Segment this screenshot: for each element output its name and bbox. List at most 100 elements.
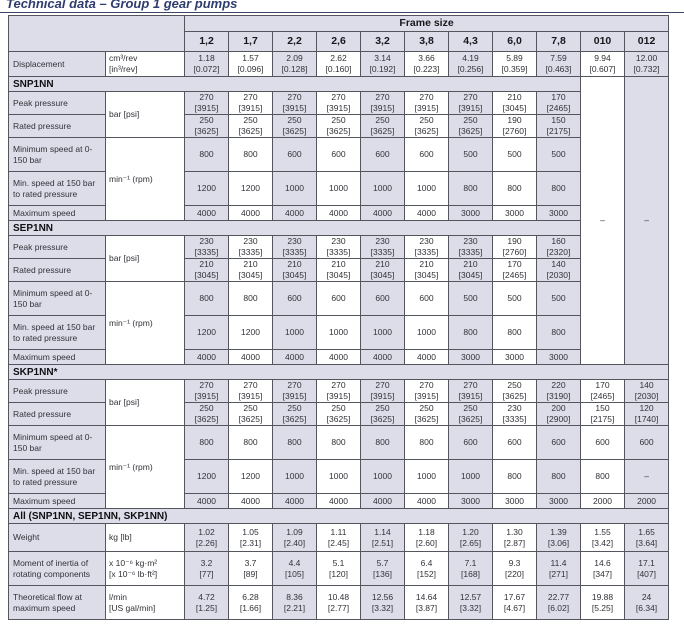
row-label-flow: Theoretical flow at maximum speed [8, 585, 106, 620]
value-cell: 1000 [316, 459, 361, 494]
column-header-cell: 010 [580, 31, 625, 52]
value-cell: 4000 [184, 205, 229, 221]
value-cell: 500 [448, 281, 493, 316]
row-skp-rated-pressure: Rated pressure 250 [3625] 250 [3625] 250 [362… [8, 402, 670, 426]
value-cell: 600 [316, 137, 361, 172]
value-cell: 250 [3625] [492, 379, 537, 403]
column-header-cell: 012 [623, 31, 670, 52]
row-skp-min-speed-low: Minimum speed at 0-150 bar min⁻¹ (rpm) 8… [8, 425, 670, 509]
value-cell: 3.14 [0.192] [360, 51, 405, 77]
na-cell-012: – [623, 76, 670, 365]
value-cell: 200 [2900] [536, 402, 581, 426]
value-cell: 6.4 [152] [404, 551, 449, 586]
value-cell: 4.4 [105] [272, 551, 317, 586]
value-cell: 1000 [360, 459, 405, 494]
value-cell: 120 [1740] [623, 402, 670, 426]
value-cell: 250 [3625] [228, 402, 273, 426]
value-cell: 800 [536, 171, 581, 206]
value-cell: 140 [2030] [623, 379, 670, 403]
value-cell: 230 [3335] [360, 235, 405, 259]
value-cell: 270 [3915] [272, 91, 317, 115]
value-cell: 600 [623, 425, 670, 460]
row-sep-max-speed: Maximum speed 4000 4000 4000 4000 4000 4000 30… [8, 349, 669, 365]
value-cell: 3000 [448, 205, 493, 221]
value-cell: 4000 [272, 493, 317, 509]
value-cell: 800 [360, 425, 405, 460]
value-cell: 250 [3625] [360, 114, 405, 138]
value-cell: 250 [3625] [184, 114, 229, 138]
value-cell: 210 [3045] [448, 258, 493, 282]
value-cell: 250 [3625] [404, 402, 449, 426]
unit-cell-pressure: bar [psi] [105, 379, 185, 426]
value-cell: 2.62 [0.160] [316, 51, 361, 77]
value-cell: 1000 [272, 171, 317, 206]
value-cell: 230 [3335] [448, 235, 493, 259]
section-band-skp1nn: SKP1NN* [7, 364, 670, 380]
value-cell: 270 [3915] [360, 91, 405, 115]
value-cell: 210 [3045] [184, 258, 229, 282]
section-band-sep1nn: SEP1NN [8, 220, 669, 236]
value-cell: 800 [404, 425, 449, 460]
row-theoretical-flow: Theoretical flow at maximum speed l/min … [8, 585, 670, 620]
value-cell: 1200 [184, 459, 229, 494]
row-snp-min-speed-low: Minimum speed at 0-150 bar min⁻¹ (rpm) 8… [8, 137, 669, 221]
value-cell: 270 [3915] [404, 379, 449, 403]
value-cell: 600 [360, 137, 405, 172]
value-cell: 5.7 [136] [360, 551, 405, 586]
value-cell: 1.55 [3.42] [580, 523, 625, 552]
value-cell: 800 [492, 315, 537, 350]
value-cell: 600 [316, 281, 361, 316]
value-cell: 800 [228, 281, 273, 316]
row-snp-peak-pressure: Peak pressure bar [psi] 270 [3915] 270 [391… [8, 91, 669, 138]
value-cell: 3000 [536, 205, 581, 221]
value-cell: 1.18 [2.60] [404, 523, 449, 552]
value-cell: 3.66 [0.223] [404, 51, 449, 77]
row-sep-peak-pressure: Peak pressure bar [psi] 230 [3335] 230 [333… [8, 235, 669, 282]
value-cell: 800 [316, 425, 361, 460]
row-label-peak-pressure: Peak pressure [8, 91, 106, 115]
value-cell: 500 [492, 137, 537, 172]
value-cell: 1.20 [2.65] [448, 523, 493, 552]
value-cell: 250 [3625] [404, 114, 449, 138]
value-cell: 140 [2030] [536, 258, 581, 282]
value-cell: 210 [3045] [316, 258, 361, 282]
frame-size-header: Frame size [183, 15, 670, 32]
value-cell: 7.59 [0.463] [536, 51, 581, 77]
value-cell: 230 [3335] [272, 235, 317, 259]
row-label-max-speed: Maximum speed [8, 493, 106, 509]
value-cell: 800 [228, 137, 273, 172]
value-cell: 3000 [448, 493, 493, 509]
value-cell: 230 [3335] [184, 235, 229, 259]
value-cell: 1.39 [3.06] [536, 523, 581, 552]
value-cell: 19.88 [5.25] [580, 585, 625, 620]
value-cell: 9.3 [220] [492, 551, 537, 586]
row-label-weight: Weight [8, 523, 106, 552]
value-cell: 24 [6.34] [623, 585, 670, 620]
value-cell: 230 [3335] [228, 235, 273, 259]
value-cell: 800 [184, 281, 229, 316]
value-cell: 230 [3335] [404, 235, 449, 259]
value-cell: 170 [2465] [536, 91, 581, 115]
value-cell: 600 [580, 425, 625, 460]
value-cell: 5.1 [120] [316, 551, 361, 586]
value-cell: 4000 [184, 493, 229, 509]
value-cell: 800 [492, 459, 537, 494]
unit-line: cm³/rev [109, 53, 138, 63]
value-cell: 4000 [360, 493, 405, 509]
column-header-cell: 1,7 [228, 31, 273, 52]
value-cell: 1000 [360, 171, 405, 206]
na-cell-010: – [580, 76, 625, 365]
row-label-min-speed-low: Minimum speed at 0-150 bar [8, 137, 106, 172]
value-cell: 600 [272, 281, 317, 316]
value-cell: 270 [3915] [448, 91, 493, 115]
value-cell: 800 [580, 459, 625, 494]
value-cell: 270 [3915] [404, 91, 449, 115]
value-cell: 230 [3335] [492, 402, 537, 426]
unit-cell-pressure: bar [psi] [105, 91, 185, 138]
value-cell: 600 [404, 137, 449, 172]
value-cell: 600 [272, 137, 317, 172]
row-label-peak-pressure: Peak pressure [8, 379, 106, 403]
column-header-cell: 7,8 [536, 31, 581, 52]
value-cell: 9.94 [0.607] [580, 51, 625, 77]
value-cell: 11.4 [271] [536, 551, 581, 586]
